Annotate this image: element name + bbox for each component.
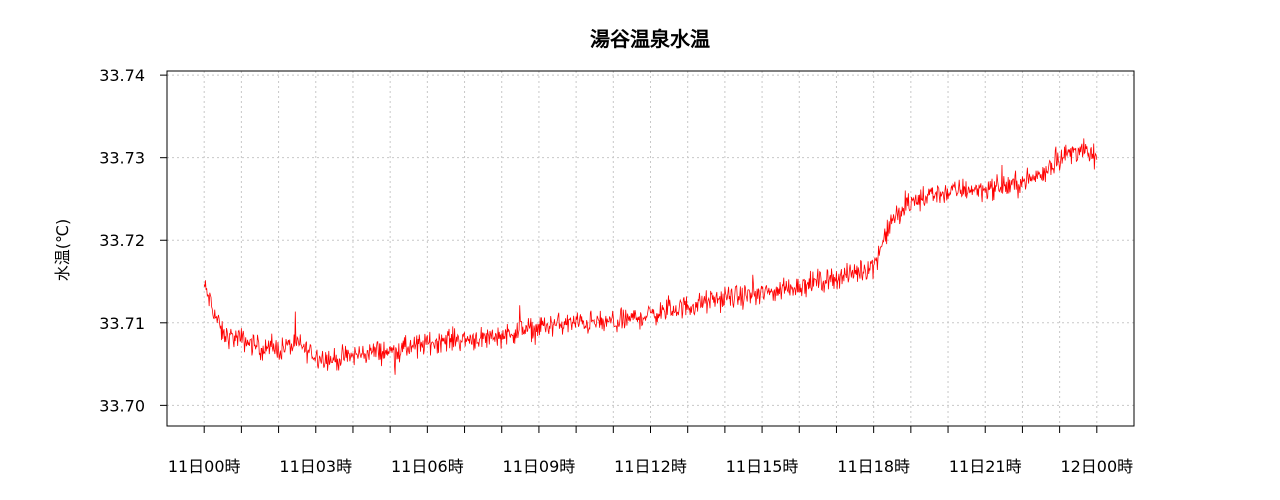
x-tick-label: 11日00時 — [168, 457, 241, 476]
x-tick-label: 11日15時 — [726, 457, 799, 476]
y-tick-label: 33.74 — [99, 66, 145, 85]
grid-layer — [167, 71, 1134, 426]
y-tick-label: 33.73 — [99, 149, 145, 168]
x-tick-label: 11日09時 — [503, 457, 576, 476]
y-axis: 33.70 33.71 33.72 33.73 33.74 — [99, 66, 167, 415]
x-tick-label: 11日03時 — [279, 457, 352, 476]
x-tick-label: 11日18時 — [837, 457, 910, 476]
x-axis: 11日00時 11日03時 11日06時 11日09時 11日12時 11日15時 11日1… — [168, 426, 1133, 476]
x-tick-label: 11日06時 — [391, 457, 464, 476]
series-line — [203, 138, 1098, 375]
x-tick-label: 11日12時 — [614, 457, 687, 476]
series-layer — [203, 138, 1098, 375]
y-tick-label: 33.72 — [99, 231, 145, 250]
x-tick-label: 12日00時 — [1060, 457, 1133, 476]
x-tick-label: 11日21時 — [949, 457, 1022, 476]
chart-title: 湯谷温泉水温 — [590, 27, 710, 51]
y-axis-label: 水温(℃) — [53, 219, 72, 281]
y-tick-label: 33.70 — [99, 396, 145, 415]
y-tick-label: 33.71 — [99, 314, 145, 333]
